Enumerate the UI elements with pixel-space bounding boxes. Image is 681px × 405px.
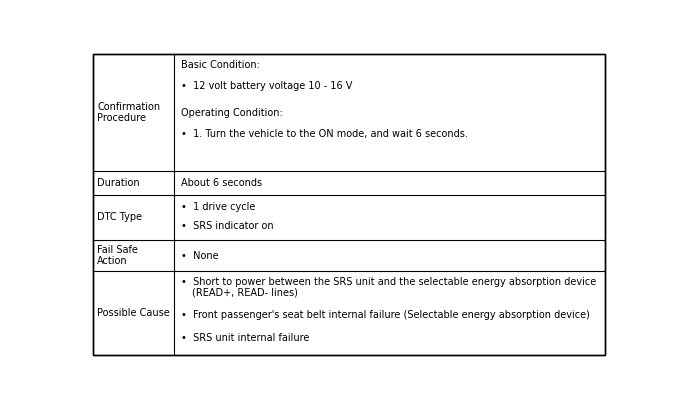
Text: •  SRS unit internal failure: • SRS unit internal failure bbox=[180, 333, 309, 343]
Text: DTC Type: DTC Type bbox=[97, 212, 142, 222]
Text: Fail Safe
Action: Fail Safe Action bbox=[97, 245, 138, 266]
Text: Operating Condition:: Operating Condition: bbox=[180, 107, 283, 117]
Text: •  Short to power between the SRS unit and the selectable energy absorption devi: • Short to power between the SRS unit an… bbox=[180, 277, 596, 287]
Text: •  12 volt battery voltage 10 - 16 V: • 12 volt battery voltage 10 - 16 V bbox=[180, 81, 352, 91]
Text: About 6 seconds: About 6 seconds bbox=[180, 178, 262, 188]
Text: Basic Condition:: Basic Condition: bbox=[180, 60, 259, 70]
Text: •  1. Turn the vehicle to the ON mode, and wait 6 seconds.: • 1. Turn the vehicle to the ON mode, an… bbox=[180, 128, 468, 139]
Text: •  SRS indicator on: • SRS indicator on bbox=[180, 222, 273, 231]
Text: •  1 drive cycle: • 1 drive cycle bbox=[180, 202, 255, 212]
Text: •  None: • None bbox=[180, 251, 219, 260]
Text: •  Front passenger's seat belt internal failure (Selectable energy absorption de: • Front passenger's seat belt internal f… bbox=[180, 311, 590, 320]
Text: Possible Cause: Possible Cause bbox=[97, 308, 170, 318]
Text: Duration: Duration bbox=[97, 178, 140, 188]
Text: Confirmation
Procedure: Confirmation Procedure bbox=[97, 102, 161, 123]
Text: (READ+, READ- lines): (READ+, READ- lines) bbox=[193, 288, 298, 298]
